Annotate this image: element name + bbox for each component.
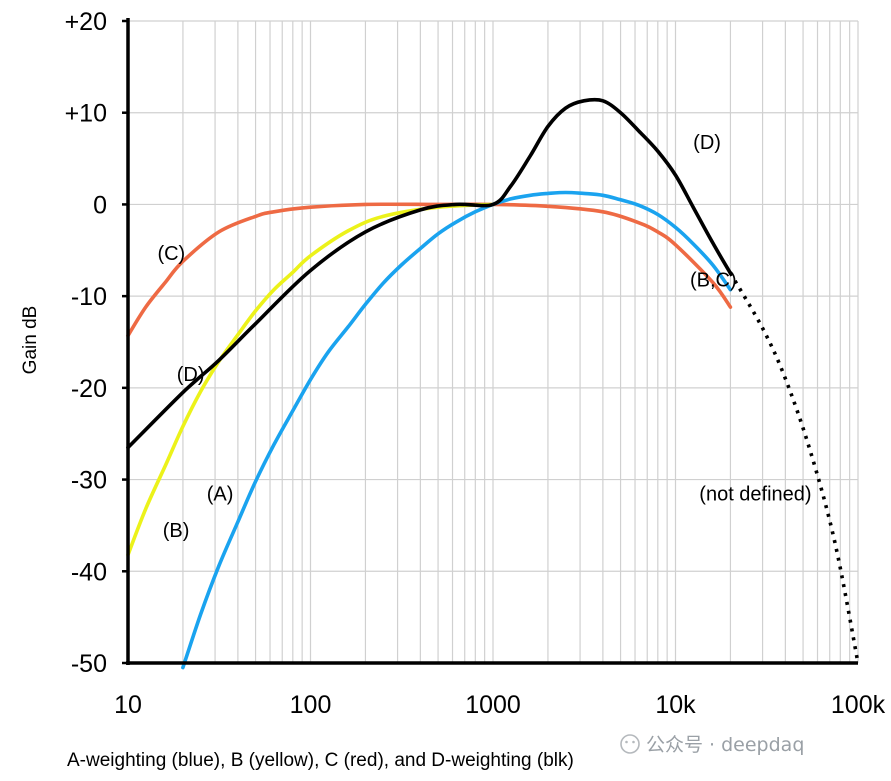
series-line-0 — [126, 202, 733, 338]
wechat-icon-dot — [625, 740, 628, 744]
series-group — [126, 97, 860, 670]
x-tick-label: 10 — [114, 691, 142, 719]
x-tick-label: 100k — [831, 691, 886, 719]
x-tick-label: 1000 — [465, 691, 521, 719]
y-tick-label: -10 — [71, 283, 107, 311]
y-tick-label: +10 — [65, 100, 107, 128]
series-line-3 — [126, 97, 733, 450]
curve-annotation: (A) — [207, 483, 234, 505]
y-tick-label: 0 — [93, 191, 107, 219]
series-line-2 — [181, 190, 733, 670]
annotations: (C) (D) (A) (B) (D) (B,C) (not defined) — [157, 132, 811, 542]
wechat-icon-dot — [632, 740, 635, 744]
wechat-icon — [620, 734, 640, 754]
y-tick-label: -30 — [71, 467, 107, 495]
curve-annotation: (D) — [177, 364, 205, 386]
axes — [122, 18, 858, 665]
curve-annotation: (not defined) — [699, 483, 811, 505]
curve-annotation: (D) — [693, 132, 721, 154]
x-tick-label: 10k — [655, 691, 696, 719]
y-tick-label: -20 — [71, 375, 107, 403]
curve-annotation: (C) — [157, 243, 185, 265]
x-tick-label: 100 — [290, 691, 332, 719]
y-tick-label: -50 — [71, 650, 107, 678]
y-tick-label: +20 — [65, 8, 107, 36]
x-tick-labels: 10 100 1000 10k 100k — [114, 691, 886, 719]
watermark-text: 公众号 · deepdaq — [646, 734, 804, 756]
y-tick-label: -40 — [71, 558, 107, 586]
y-tick-labels: +20 +10 0 -10 -20 -30 -40 -50 — [65, 8, 107, 678]
chart-caption: A-weighting (blue), B (yellow), C (red),… — [67, 750, 574, 771]
watermark: 公众号 · deepdaq — [620, 734, 804, 756]
curve-annotation: (B) — [163, 520, 190, 542]
series-line-1 — [126, 202, 495, 557]
series-line-4 — [728, 272, 860, 664]
y-axis-label: Gain dB — [20, 306, 41, 375]
curve-annotation: (B,C) — [690, 270, 737, 292]
